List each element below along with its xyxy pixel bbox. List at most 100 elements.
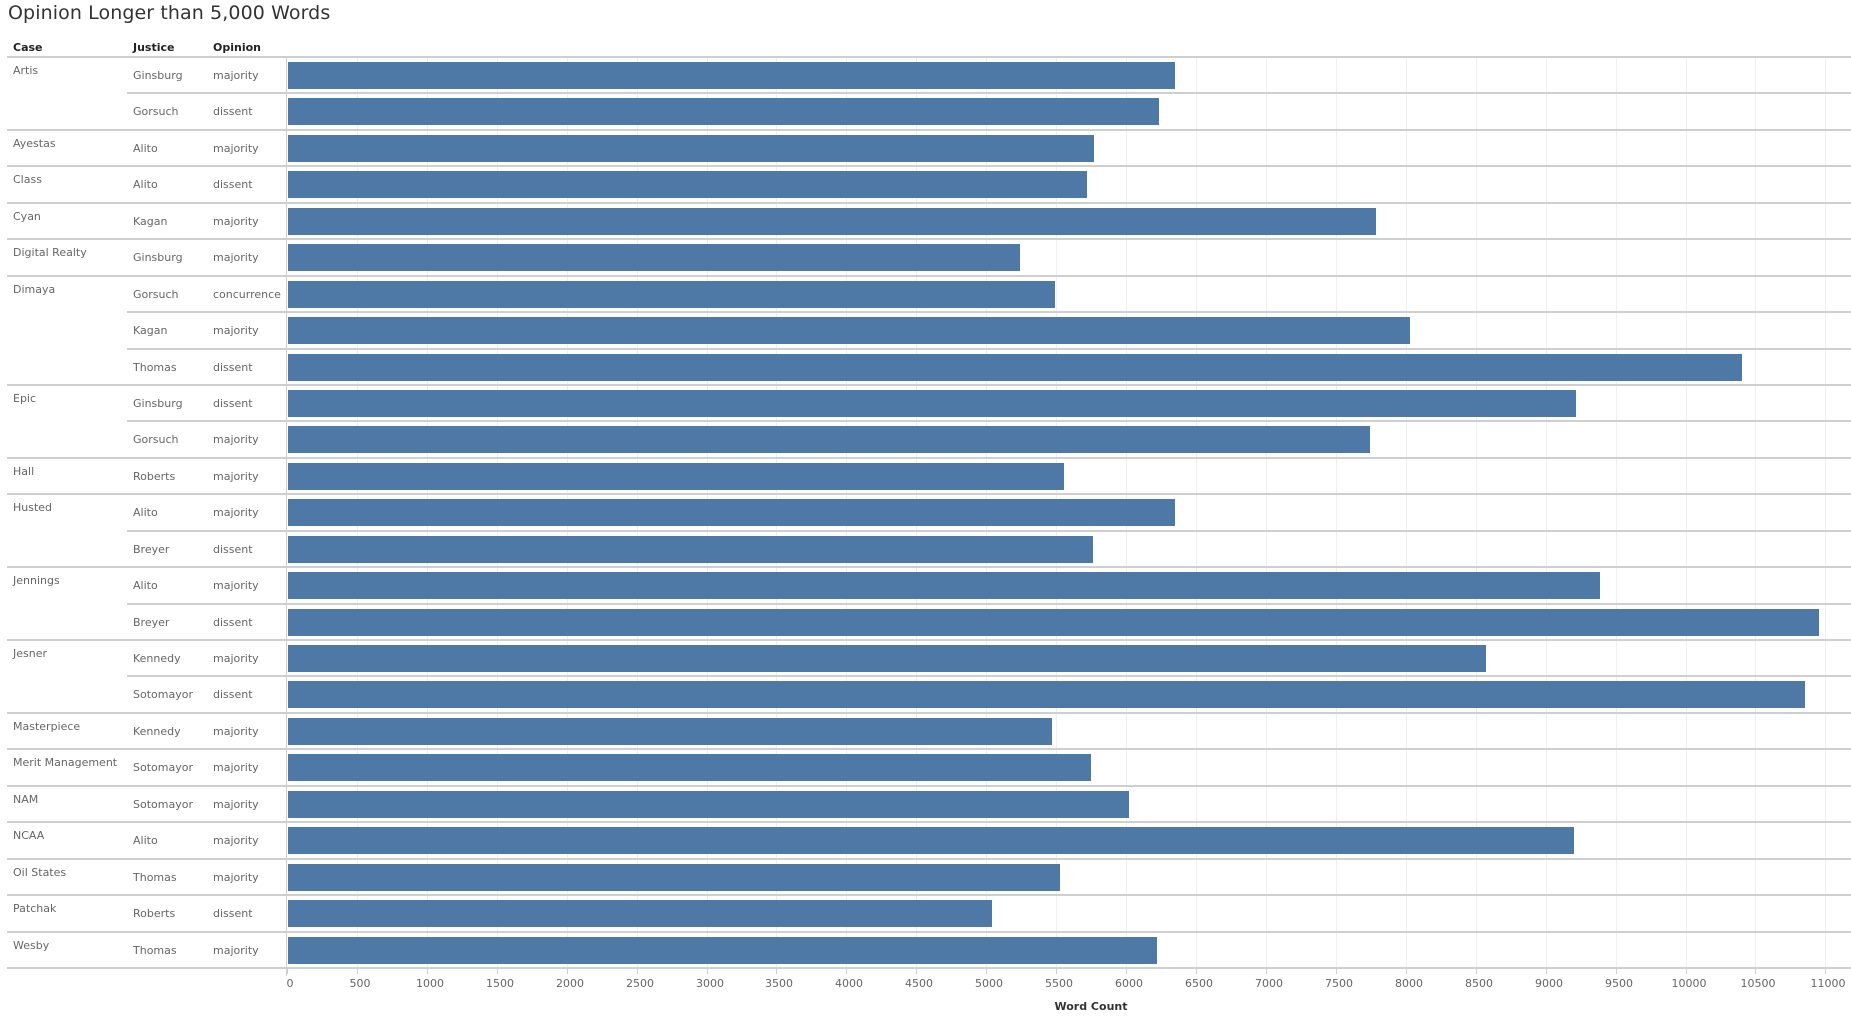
word-count-bar[interactable] [288, 790, 1129, 818]
row-divider [7, 711, 1851, 714]
justice-cell: Kagan [133, 324, 168, 338]
word-count-bar[interactable] [288, 754, 1091, 782]
word-count-bar[interactable] [288, 62, 1175, 89]
column-header-case[interactable]: Case [13, 41, 43, 54]
table-row[interactable]: Digital Realty Ginsburg majority [0, 238, 1851, 275]
table-row[interactable]: Patchak Roberts dissent [0, 894, 1851, 931]
row-divider [127, 311, 1851, 314]
word-count-bar[interactable] [288, 98, 1159, 126]
table-row[interactable]: Oil States Thomas majority [0, 857, 1851, 895]
word-count-bar[interactable] [288, 900, 992, 928]
tick-label: 2500 [626, 977, 654, 990]
case-cell: NAM [13, 792, 39, 806]
opinion-cell: dissent [213, 907, 253, 921]
word-count-bar[interactable] [288, 608, 1819, 636]
word-count-bar[interactable] [288, 389, 1576, 417]
word-count-bar[interactable] [288, 244, 1020, 272]
table-row[interactable]: Artis Ginsburg majority [0, 57, 1851, 93]
row-divider [7, 857, 1851, 860]
row-divider [7, 128, 1851, 131]
table-bottom-divider [7, 967, 1851, 969]
word-count-bar[interactable] [288, 717, 1052, 745]
justice-cell: Alito [133, 141, 158, 155]
table-row[interactable]: Gorsuch majority [0, 420, 1851, 457]
table-row[interactable]: Breyer dissent [0, 529, 1851, 567]
word-count-bar[interactable] [288, 936, 1157, 964]
word-count-bar[interactable] [288, 863, 1060, 891]
case-cell: Jesner [13, 647, 48, 661]
opinion-cell: dissent [213, 688, 253, 702]
case-cell: Patchak [13, 902, 57, 916]
justice-cell: Gorsuch [133, 433, 179, 447]
word-count-bar[interactable] [288, 681, 1805, 709]
justice-cell: Sotomayor [133, 688, 193, 702]
column-header-opinion[interactable]: Opinion [213, 41, 261, 54]
word-count-bar[interactable] [288, 462, 1064, 490]
justice-cell: Kennedy [133, 652, 181, 666]
table-row[interactable]: Class Alito dissent [0, 165, 1851, 202]
word-count-bar[interactable] [288, 317, 1410, 345]
row-divider [127, 529, 1851, 532]
word-count-bar[interactable] [288, 572, 1600, 600]
tick-label: 5000 [975, 977, 1003, 990]
table-row[interactable]: Wesby Thomas majority [0, 930, 1851, 968]
case-cell: Artis [13, 64, 39, 77]
table-row[interactable]: NCAA Alito majority [0, 821, 1851, 858]
gridline [1686, 57, 1687, 968]
case-cell: Hall [13, 464, 35, 478]
opinion-cell: majority [213, 579, 259, 593]
justice-cell: Ginsburg [133, 396, 183, 410]
opinion-cell: dissent [213, 542, 253, 556]
word-count-bar[interactable] [288, 353, 1742, 381]
gridline [1266, 57, 1267, 968]
table-row[interactable]: NAM Sotomayor majority [0, 784, 1851, 822]
word-count-bar[interactable] [288, 207, 1376, 235]
row-divider [7, 821, 1851, 824]
case-cell: NCAA [13, 829, 45, 843]
word-count-bar[interactable] [288, 827, 1574, 855]
row-divider [7, 238, 1851, 241]
opinion-cell: majority [213, 214, 259, 228]
table-row[interactable]: Husted Alito majority [0, 493, 1851, 530]
justice-cell: Roberts [133, 469, 176, 483]
word-count-bar[interactable] [288, 171, 1087, 199]
tick-mark [497, 968, 498, 974]
case-cell: Masterpiece [13, 719, 81, 733]
case-cell: Oil States [13, 865, 67, 879]
word-count-bar[interactable] [288, 280, 1055, 308]
opinion-cell: majority [213, 724, 259, 738]
table-row[interactable]: Cyan Kagan majority [0, 201, 1851, 239]
tick-mark [1266, 968, 1267, 974]
opinion-cell: majority [213, 506, 259, 520]
table-row[interactable]: Sotomayor dissent [0, 675, 1851, 712]
word-count-bar[interactable] [288, 535, 1093, 563]
justice-cell: Alito [133, 178, 158, 192]
tick-label: 1000 [416, 977, 444, 990]
table-row[interactable]: Hall Roberts majority [0, 456, 1851, 494]
table-row[interactable]: Thomas dissent [0, 347, 1851, 385]
table-row[interactable]: Epic Ginsburg dissent [0, 383, 1851, 421]
tick-mark [986, 968, 987, 974]
case-cell: Merit Management [13, 756, 118, 770]
row-divider [7, 639, 1851, 642]
opinion-cell: majority [213, 251, 259, 265]
row-divider [7, 456, 1851, 459]
word-count-bar[interactable] [288, 499, 1175, 527]
word-count-bar[interactable] [288, 426, 1370, 454]
column-header-justice[interactable]: Justice [133, 41, 175, 54]
table-row[interactable]: Jesner Kennedy majority [0, 639, 1851, 676]
table-row[interactable]: Masterpiece Kennedy majority [0, 711, 1851, 749]
table-row[interactable]: Jennings Alito majority [0, 566, 1851, 603]
word-count-bar[interactable] [288, 645, 1486, 673]
table-row[interactable]: Dimaya Gorsuch concurrence [0, 274, 1851, 312]
table-row[interactable]: Merit Management Sotomayor majority [0, 748, 1851, 785]
table-row[interactable]: Ayestas Alito majority [0, 128, 1851, 166]
table-row[interactable]: Breyer dissent [0, 602, 1851, 640]
word-count-bar[interactable] [288, 134, 1094, 162]
table-row[interactable]: Gorsuch dissent [0, 92, 1851, 129]
case-cell: Husted [13, 501, 53, 515]
table-row[interactable]: Kagan majority [0, 311, 1851, 348]
header-divider [7, 56, 1851, 58]
case-cell: Jennings [13, 574, 60, 588]
tick-label: 7000 [1255, 977, 1283, 990]
